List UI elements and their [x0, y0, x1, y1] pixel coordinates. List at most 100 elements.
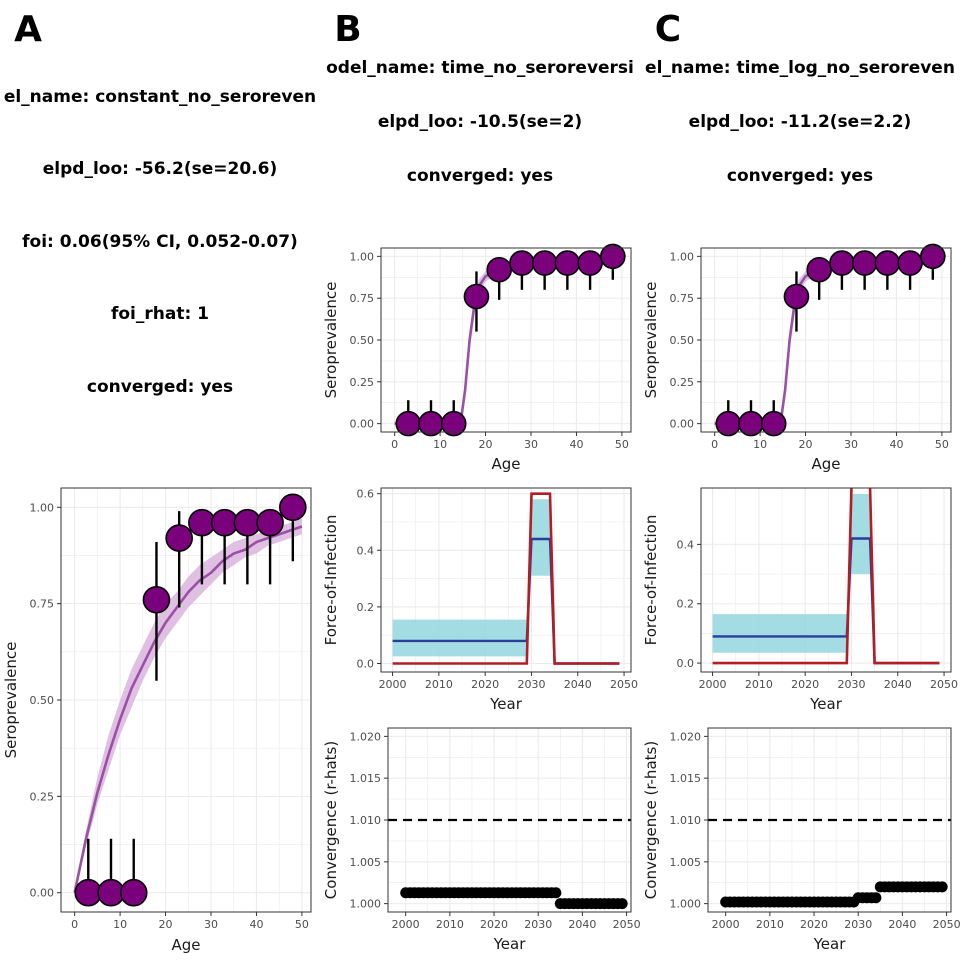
true-foi-line — [712, 488, 940, 665]
x-tick-label: 40 — [569, 438, 583, 451]
y-tick-label: 1.010 — [670, 814, 702, 827]
x-tick-label: 2050 — [610, 678, 638, 691]
chart-C-rhat: 2000 2010 2020 2030 2040 2050 1.000 1.005 1.010 1… — [642, 727, 960, 953]
y-axis-label: Seroprevalence — [2, 642, 20, 759]
panel-c-model-name: el_name: time_log_no_seroreven — [645, 58, 955, 78]
data-point — [256, 508, 284, 537]
chart-C-seroprevalence: 0 10 20 30 40 50 0.00 0.25 0.50 0.75 1.00 Age Seropr… — [642, 243, 952, 473]
x-tick-label: 0 — [711, 438, 718, 451]
data-point — [783, 283, 810, 310]
x-tick-label: 2030 — [844, 918, 872, 931]
y-tick-label: 0.75 — [30, 598, 55, 611]
y-tick-label: 1.000 — [670, 898, 702, 911]
x-tick-label: 2050 — [613, 918, 641, 931]
chart-C-foi: 2000 2010 2020 2030 2040 2050 0.0 0.2 0.4 Year For… — [642, 487, 958, 713]
x-tick-label: 2030 — [517, 678, 545, 691]
data-point — [142, 585, 171, 614]
plot-area-B-foi — [392, 492, 620, 665]
x-tick-label: 40 — [889, 438, 903, 451]
panel-c-elpd-loo: elpd_loo: -11.2(se=2.2) — [689, 112, 912, 132]
x-tick-label: 2040 — [564, 678, 592, 691]
y-axis-label: Convergence (r-hats) — [642, 741, 660, 899]
y-tick-label: 0.50 — [670, 334, 695, 347]
x-axis-label: Year — [493, 935, 527, 953]
x-tick-label: 2010 — [436, 918, 464, 931]
y-tick-label: 0.50 — [350, 334, 375, 347]
y-tick-label: 0.25 — [350, 376, 375, 389]
y-tick-label: 0.25 — [670, 376, 695, 389]
x-tick-label: 20 — [799, 438, 813, 451]
data-point — [486, 256, 512, 283]
x-tick-label: 2020 — [800, 918, 828, 931]
y-tick-label: 0.2 — [357, 601, 375, 614]
y-tick-label: 1.005 — [350, 856, 382, 869]
rhat-point — [936, 881, 948, 893]
x-tick-label: 0 — [391, 438, 398, 451]
x-tick-label: 20 — [159, 918, 173, 931]
x-tick-label: 30 — [844, 438, 858, 451]
x-tick-label: 2030 — [837, 678, 865, 691]
chart-B-rhat: 2000 2010 2020 2030 2040 2050 1.000 1.005 1.010 1… — [322, 727, 641, 953]
x-tick-label: 10 — [113, 918, 127, 931]
y-tick-label: 0.25 — [30, 790, 55, 803]
y-axis-label: Force-of-Infection — [322, 515, 340, 646]
y-tick-label: 1.020 — [350, 730, 382, 743]
y-tick-label: 1.020 — [670, 730, 702, 743]
data-point — [531, 250, 558, 276]
y-tick-label: 0.6 — [357, 488, 375, 501]
foi-ci-ribbon — [712, 493, 940, 664]
x-tick-label: 2040 — [888, 918, 916, 931]
x-tick-label: 2020 — [471, 678, 499, 691]
panel-a-converged: converged: yes — [87, 377, 233, 397]
x-tick-label: 50 — [935, 438, 949, 451]
y-axis-label: Convergence (r-hats) — [322, 741, 340, 899]
chart-A-seroprevalence: 0 10 20 30 40 50 0.00 0.25 0.50 0.75 1.00 Age Seropr… — [2, 487, 312, 954]
x-tick-label: 2040 — [568, 918, 596, 931]
data-point — [600, 243, 626, 270]
y-tick-label: 0.00 — [350, 418, 375, 431]
x-tick-label: 2020 — [791, 678, 819, 691]
panel-c-converged: converged: yes — [727, 166, 873, 186]
y-tick-label: 1.010 — [350, 814, 382, 827]
x-tick-label: 2030 — [524, 918, 552, 931]
y-tick-label: 1.000 — [350, 898, 382, 911]
data-point — [165, 524, 193, 552]
y-tick-label: 1.015 — [670, 772, 702, 785]
x-axis-label: Age — [171, 936, 200, 954]
plots: 0 10 20 30 40 500.000.250.500.751.00AgeSeropr… — [2, 243, 960, 954]
x-tick-label: 2020 — [480, 918, 508, 931]
x-axis-label: Age — [491, 455, 520, 473]
rhat-point — [870, 892, 882, 904]
foi-ci-ribbon — [392, 499, 620, 664]
x-axis-label: Age — [811, 455, 840, 473]
panel-letter-b: B — [334, 9, 361, 50]
x-tick-label: 2050 — [930, 678, 958, 691]
panel-a-model-name: el_name: constant_no_seroreven — [4, 87, 316, 107]
y-tick-label: 0.4 — [677, 538, 695, 551]
x-axis-label: Year — [813, 935, 847, 953]
x-tick-label: 20 — [479, 438, 493, 451]
x-tick-label: 10 — [433, 438, 447, 451]
x-tick-label: 2010 — [756, 918, 784, 931]
data-point — [874, 250, 901, 276]
y-tick-label: 1.00 — [350, 250, 375, 263]
y-tick-label: 0.75 — [670, 292, 695, 305]
y-tick-label: 0.4 — [357, 544, 375, 557]
y-axis-label: Seroprevalence — [322, 282, 340, 399]
data-point — [554, 250, 581, 276]
x-axis-label: Year — [809, 695, 843, 713]
panel-a-foi: foi: 0.06(95% CI, 0.052-0.07) — [22, 232, 298, 252]
panel-border — [380, 487, 632, 673]
x-tick-label: 40 — [249, 918, 263, 931]
panel-b-elpd-loo: elpd_loo: -10.5(se=2) — [378, 112, 582, 132]
x-tick-label: 2000 — [392, 918, 420, 931]
y-axis-label: Force-of-Infection — [642, 515, 660, 646]
x-tick-label: 10 — [753, 438, 767, 451]
x-tick-label: 2000 — [712, 918, 740, 931]
plot-area-A-seroprevalence — [73, 518, 303, 893]
y-tick-label: 0.50 — [30, 694, 55, 707]
data-point — [509, 250, 535, 276]
data-point — [279, 493, 307, 522]
chart-B-seroprevalence: 0 10 20 30 40 50 0.00 0.25 0.50 0.75 1.00 Age Seropr… — [322, 243, 632, 473]
panel-b-converged: converged: yes — [407, 166, 553, 186]
